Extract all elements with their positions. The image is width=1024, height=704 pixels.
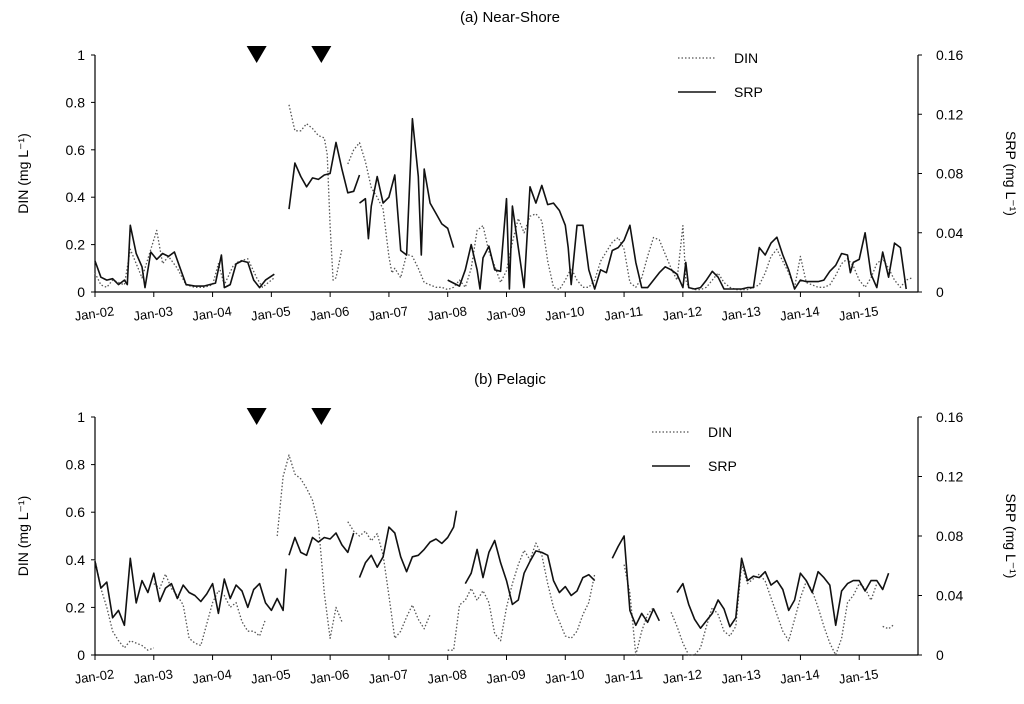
series-srp-line [359, 117, 455, 256]
series-din-line [288, 104, 343, 281]
x-tick-label: Jan-12 [662, 666, 703, 686]
x-tick-label: Jan-05 [250, 303, 291, 323]
x-tick-label: Jan-14 [779, 666, 820, 686]
chart-title: (b) Pelagic [474, 371, 546, 388]
x-tick-label: Jan-05 [250, 666, 291, 686]
series-srp-line [611, 535, 661, 627]
series-din-line [882, 623, 895, 630]
y-tick-label-left: 1 [77, 47, 85, 63]
panel-near-shore: (a) Near-Shore 0 0.2 0.4 0.6 0.8 1 0 0.04 0.08 0.… [15, 9, 1019, 324]
x-tick-label: Jan-04 [191, 303, 232, 323]
y-tick-label-left: 0.8 [66, 457, 86, 473]
y-tick-label-right: 0 [936, 647, 944, 663]
series-din-line [347, 521, 431, 639]
x-tick-label: Jan-08 [426, 666, 467, 686]
series-srp-line [288, 141, 361, 210]
x-tick-label: Jan-06 [309, 666, 350, 686]
y-tick-label-left: 0.4 [66, 552, 86, 568]
y-tick-label-left: 0.6 [66, 504, 86, 520]
series-srp-line [358, 510, 458, 578]
x-tick-label: Jan-02 [74, 303, 115, 323]
x-tick-label: Jan-02 [74, 666, 115, 686]
y-tick-label-right: 0.12 [936, 469, 963, 485]
series-din-line [94, 559, 155, 651]
x-tick-label: Jan-09 [485, 666, 526, 686]
y-tick-label-left: 0.2 [66, 599, 86, 615]
series-srp-line [94, 557, 287, 627]
y-tick-label-left: 0.8 [66, 94, 86, 110]
y-tick-label-right: 0.08 [936, 528, 963, 544]
x-tick-label: Jan-12 [662, 303, 703, 323]
y-axis-label-left: DIN (mg L⁻¹) [15, 133, 31, 214]
y-axis-label-left: DIN (mg L⁻¹) [15, 496, 31, 577]
x-tick-label: Jan-03 [132, 666, 173, 686]
chart-title: (a) Near-Shore [460, 9, 560, 26]
y-tick-label-right: 0.04 [936, 225, 963, 241]
x-tick-label: Jan-04 [191, 666, 232, 686]
y-tick-label-left: 0 [77, 647, 85, 663]
x-tick-label: Jan-08 [426, 303, 467, 323]
legend-label-din: DIN [734, 50, 758, 66]
x-tick-label: Jan-15 [838, 303, 879, 323]
x-tick-label: Jan-10 [544, 303, 585, 323]
y-tick-label-left: 1 [77, 409, 85, 425]
event-marker [311, 408, 332, 425]
series-din-line [623, 564, 654, 656]
x-tick-label: Jan-11 [603, 666, 644, 686]
y-tick-label-left: 0.2 [66, 237, 86, 253]
series-din-line [347, 142, 913, 291]
y-tick-label-left: 0 [77, 284, 85, 300]
event-marker [311, 46, 332, 63]
legend-label-din: DIN [708, 424, 732, 440]
y-tick-label-right: 0.16 [936, 409, 963, 425]
series-din-line [276, 454, 343, 639]
event-marker [246, 408, 267, 425]
y-tick-label-left: 0.6 [66, 142, 86, 158]
x-tick-label: Jan-13 [720, 303, 761, 323]
x-tick-label: Jan-10 [544, 666, 585, 686]
y-axis-label-right: SRP (mg L⁻¹) [1003, 494, 1019, 579]
x-tick-label: Jan-14 [779, 303, 820, 323]
x-tick-label: Jan-06 [309, 303, 350, 323]
series-srp-line [288, 532, 355, 557]
y-tick-label-right: 0.08 [936, 166, 963, 182]
x-tick-label: Jan-03 [132, 303, 173, 323]
series-din-line [447, 542, 596, 651]
panel-pelagic: (b) Pelagic 0 0.2 0.4 0.6 0.8 1 0 0.04 0.08 0.12 0… [15, 371, 1019, 687]
legend-label-srp: SRP [734, 84, 763, 100]
x-tick-label: Jan-07 [368, 666, 409, 686]
series-din-line [670, 563, 878, 656]
series-din-line [94, 229, 275, 288]
y-tick-label-right: 0 [936, 284, 944, 300]
x-tick-label: Jan-13 [720, 666, 761, 686]
y-axis-label-right: SRP (mg L⁻¹) [1003, 131, 1019, 216]
series-srp-line [94, 224, 275, 289]
y-tick-label-right: 0.04 [936, 588, 963, 604]
x-tick-label: Jan-15 [838, 666, 879, 686]
series-srp-line [447, 184, 907, 290]
x-tick-label: Jan-11 [603, 303, 644, 323]
event-marker [246, 46, 267, 63]
series-srp-line [464, 539, 596, 606]
x-tick-label: Jan-07 [368, 303, 409, 323]
y-tick-label-left: 0.4 [66, 189, 86, 205]
y-tick-label-right: 0.16 [936, 47, 963, 63]
x-tick-label: Jan-09 [485, 303, 526, 323]
legend-label-srp: SRP [708, 458, 737, 474]
series-srp-line [676, 557, 890, 630]
y-tick-label-right: 0.12 [936, 106, 963, 122]
